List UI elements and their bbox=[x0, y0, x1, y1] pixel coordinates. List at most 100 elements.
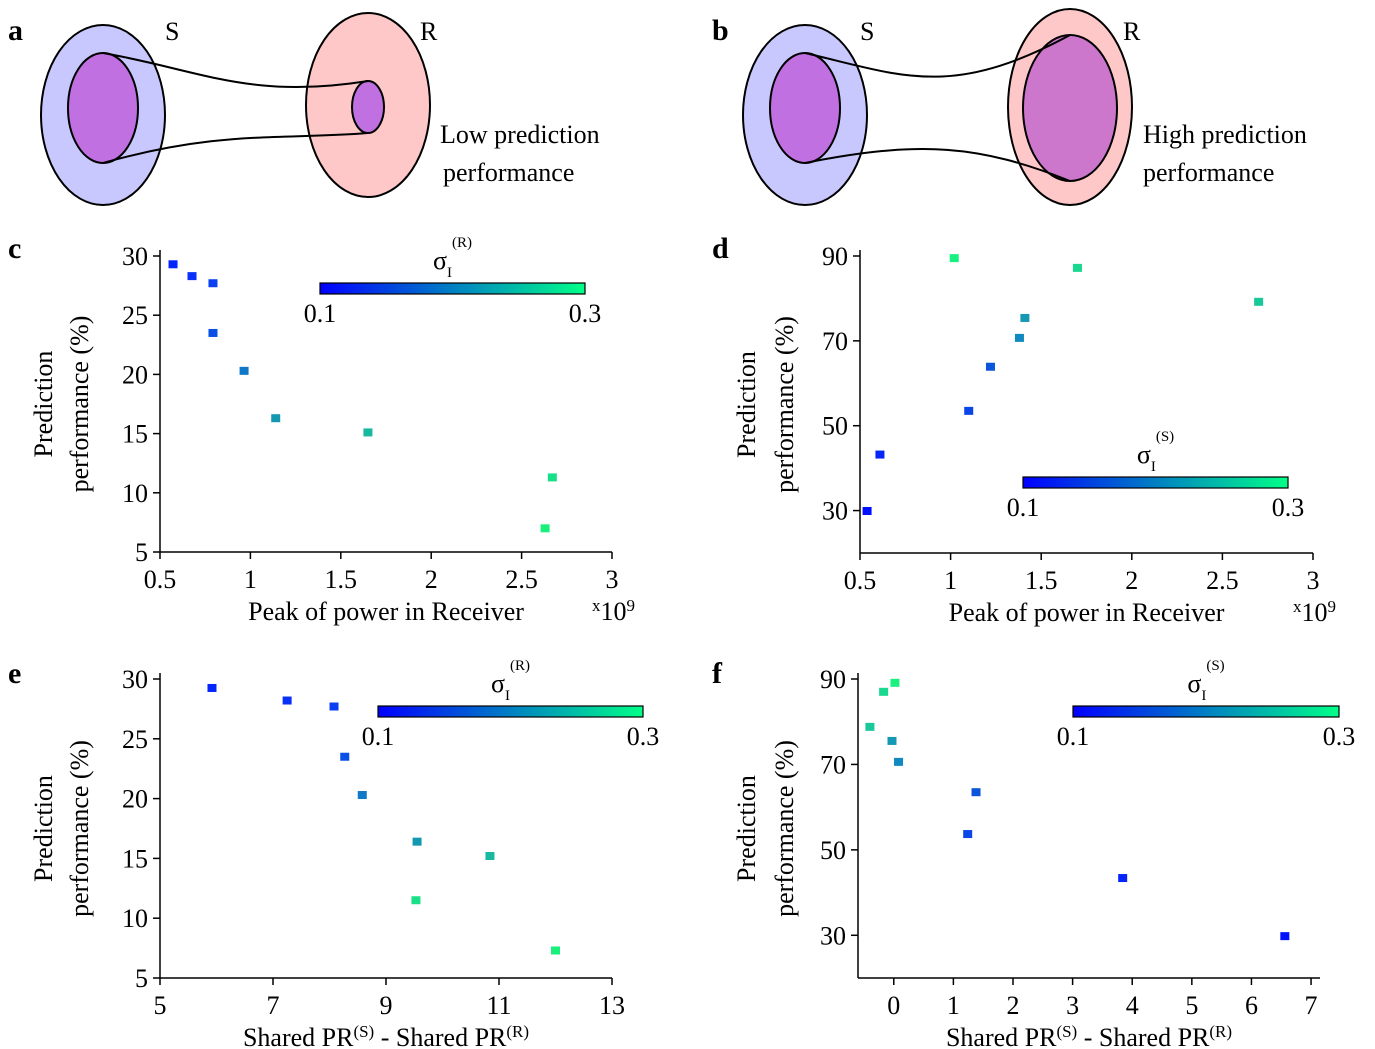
x-axis-label-part: Peak of power in Receiver bbox=[248, 597, 524, 626]
y-axis-label: Prediction bbox=[732, 351, 761, 458]
point bbox=[862, 506, 872, 515]
colorbar-tick-label: 0.3 bbox=[569, 299, 602, 328]
x-multiplier-base: 10 bbox=[601, 597, 627, 626]
point bbox=[963, 830, 973, 839]
colorbar-label: σI(R) bbox=[491, 658, 530, 704]
colorbar-label-sup: (S) bbox=[1156, 429, 1174, 445]
colorbar-label-sup: (R) bbox=[452, 235, 472, 251]
x-axis-label: Shared PR(S) - Shared PR(R) bbox=[946, 1022, 1232, 1049]
point bbox=[168, 260, 178, 269]
colorbar-tick-label: 0.3 bbox=[627, 722, 660, 751]
caption: performance bbox=[443, 158, 574, 187]
x-tick-label: 6 bbox=[1245, 991, 1258, 1020]
point bbox=[875, 450, 885, 459]
y-tick-label: 50 bbox=[822, 412, 848, 441]
x-tick-label: 0.5 bbox=[144, 565, 177, 594]
connector bbox=[804, 148, 1071, 182]
sender-subspace bbox=[769, 52, 841, 164]
point bbox=[208, 279, 218, 288]
x-multiplier: x109 bbox=[592, 596, 635, 627]
point bbox=[547, 473, 557, 482]
receiver-label: R bbox=[420, 17, 438, 46]
x-multiplier-prefix: x bbox=[592, 596, 601, 615]
point bbox=[1072, 263, 1082, 272]
colorbar bbox=[1072, 705, 1340, 718]
colorbar-tick-label: 0.1 bbox=[362, 722, 395, 751]
point bbox=[329, 702, 339, 711]
point bbox=[865, 722, 875, 731]
caption: High prediction bbox=[1143, 120, 1307, 149]
point bbox=[282, 696, 292, 705]
x-tick-label: 13 bbox=[599, 991, 625, 1020]
x-axis-label-part: Shared PR bbox=[243, 1023, 354, 1049]
x-tick-label: 2.5 bbox=[505, 565, 538, 594]
x-axis-label-part: (S) bbox=[353, 1022, 374, 1041]
panel-letter: a bbox=[8, 14, 23, 47]
point bbox=[551, 946, 560, 955]
colorbar bbox=[377, 705, 644, 718]
colorbar-label-symbol: σ bbox=[491, 669, 505, 698]
point bbox=[363, 428, 373, 437]
point bbox=[207, 683, 217, 692]
colorbar-tick-label: 0.3 bbox=[1272, 493, 1305, 522]
y-tick-label: 70 bbox=[820, 750, 846, 779]
colorbar-label: σI(S) bbox=[1187, 658, 1224, 704]
connector bbox=[804, 34, 1071, 78]
caption: performance bbox=[1143, 158, 1274, 187]
x-axis-label-part: Peak of power in Receiver bbox=[949, 598, 1225, 627]
point bbox=[271, 414, 281, 423]
x-tick-label: 2 bbox=[1006, 991, 1019, 1020]
y-axis-label: performance (%) bbox=[65, 316, 94, 493]
y-axis-label: performance (%) bbox=[65, 740, 94, 917]
point bbox=[964, 406, 974, 415]
x-axis-label: Peak of power in Receiver bbox=[248, 597, 524, 626]
x-tick-label: 1.5 bbox=[325, 565, 358, 594]
x-tick-label: 1 bbox=[947, 991, 960, 1020]
colorbar-tick-label: 0.1 bbox=[1057, 722, 1090, 751]
point bbox=[894, 757, 904, 766]
panel-letter: f bbox=[712, 657, 723, 690]
x-multiplier-exp: 9 bbox=[627, 596, 636, 615]
y-tick-label: 5 bbox=[135, 538, 148, 567]
point bbox=[540, 524, 550, 533]
point bbox=[949, 254, 959, 263]
y-tick-label: 5 bbox=[135, 964, 148, 993]
point bbox=[985, 362, 995, 371]
y-axis-label: Prediction bbox=[29, 775, 58, 882]
colorbar bbox=[319, 282, 586, 295]
y-tick-label: 15 bbox=[122, 420, 148, 449]
colorbar-tick-label: 0.1 bbox=[304, 299, 337, 328]
connector bbox=[102, 52, 369, 89]
x-tick-label: 7 bbox=[267, 991, 280, 1020]
x-axis-label-part: (R) bbox=[506, 1022, 529, 1041]
point bbox=[208, 328, 218, 337]
point bbox=[879, 687, 889, 696]
point bbox=[485, 852, 495, 861]
y-tick-label: 30 bbox=[820, 921, 846, 950]
colorbar-label: σI(S) bbox=[1137, 429, 1174, 475]
x-multiplier-prefix: x bbox=[1293, 597, 1302, 616]
diagram-a bbox=[40, 12, 431, 206]
x-tick-label: 3 bbox=[1307, 566, 1320, 595]
x-axis-label: Peak of power in Receiver bbox=[949, 598, 1225, 627]
point bbox=[187, 272, 197, 281]
x-tick-label: 5 bbox=[154, 991, 167, 1020]
colorbar-label-symbol: σ bbox=[433, 246, 447, 275]
colorbar-tick-label: 0.1 bbox=[1007, 493, 1040, 522]
panel-letter: e bbox=[8, 657, 21, 690]
y-tick-label: 10 bbox=[122, 904, 148, 933]
sender-label: S bbox=[860, 17, 874, 46]
x-axis-label-part: - Shared PR bbox=[374, 1023, 507, 1049]
y-tick-label: 25 bbox=[122, 301, 148, 330]
y-axis-label: Prediction bbox=[732, 775, 761, 882]
x-tick-label: 4 bbox=[1126, 991, 1139, 1020]
point bbox=[340, 752, 350, 761]
x-tick-label: 0 bbox=[887, 991, 900, 1020]
x-tick-label: 0.5 bbox=[844, 566, 877, 595]
point bbox=[887, 736, 897, 745]
y-tick-label: 30 bbox=[822, 497, 848, 526]
colorbar-label: σI(R) bbox=[433, 235, 472, 281]
x-multiplier-exp: 9 bbox=[1328, 597, 1337, 616]
